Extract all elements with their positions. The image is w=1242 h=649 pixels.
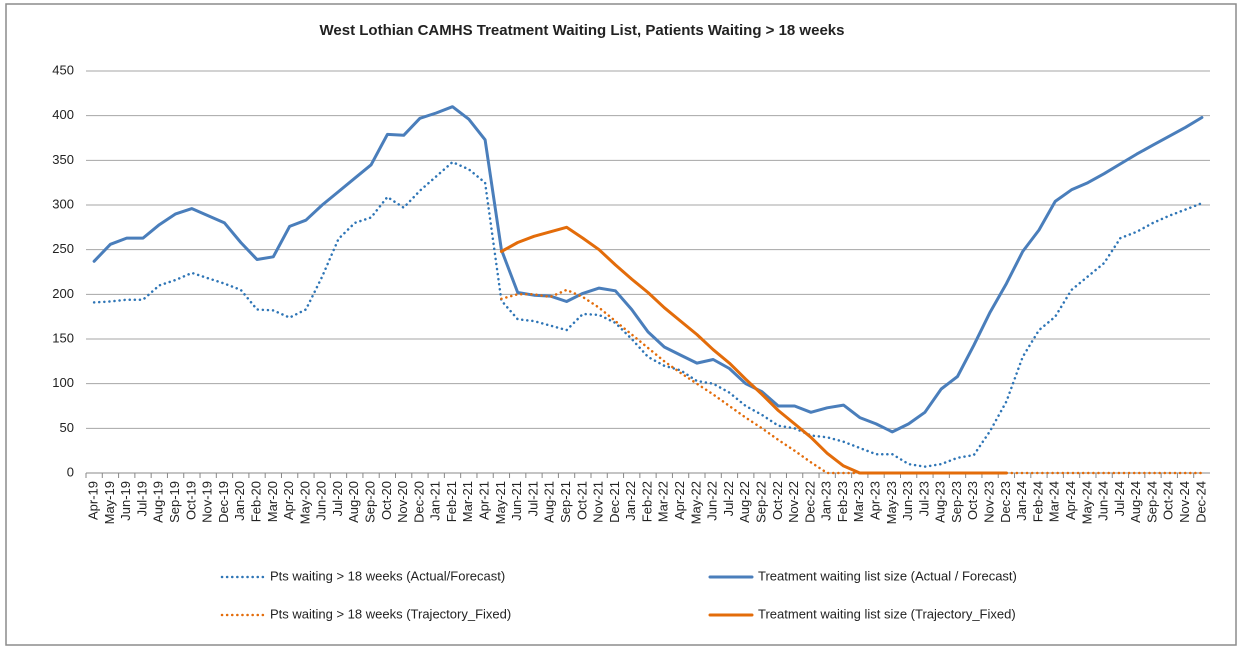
x-tick-label: Jul-24 — [1112, 481, 1127, 516]
x-tick-label: Nov-20 — [395, 481, 410, 523]
x-tick-label: Mar-23 — [851, 481, 866, 522]
x-tick-label: Feb-20 — [248, 481, 263, 522]
x-tick-label: Aug-23 — [933, 481, 948, 523]
legend-label: Pts waiting > 18 weeks (Actual/Forecast) — [270, 568, 505, 583]
x-tick-label: Oct-21 — [574, 481, 589, 520]
x-tick-label: Jan-24 — [1014, 481, 1029, 521]
x-tick-label: Dec-20 — [411, 481, 426, 523]
legend-label: Treatment waiting list size (Trajectory_… — [758, 606, 1016, 621]
x-tick-label: Oct-23 — [965, 481, 980, 520]
x-tick-label: Sep-19 — [167, 481, 182, 523]
x-tick-label: Jul-19 — [134, 481, 149, 516]
x-tick-label: Sep-22 — [753, 481, 768, 523]
x-tick-label: Aug-24 — [1128, 481, 1143, 523]
y-tick-label: 50 — [60, 420, 74, 435]
x-tick-label: May-21 — [493, 481, 508, 524]
x-tick-label: Feb-24 — [1030, 481, 1045, 522]
x-tick-label: Nov-22 — [786, 481, 801, 523]
x-tick-label: Aug-21 — [542, 481, 557, 523]
legend-label: Treatment waiting list size (Actual / Fo… — [758, 568, 1017, 583]
x-tick-label: Apr-24 — [1063, 481, 1078, 520]
x-tick-label: Sep-23 — [949, 481, 964, 523]
x-tick-label: Jun-19 — [118, 481, 133, 521]
x-tick-label: Mar-24 — [1047, 481, 1062, 522]
y-tick-label: 400 — [52, 107, 74, 122]
x-tick-label: Jun-24 — [1096, 481, 1111, 521]
x-tick-label: Apr-19 — [86, 481, 101, 520]
x-tick-label: May-23 — [884, 481, 899, 524]
x-tick-label: Nov-23 — [982, 481, 997, 523]
y-tick-label: 100 — [52, 375, 74, 390]
x-tick-label: Nov-21 — [591, 481, 606, 523]
legend-label: Pts waiting > 18 weeks (Trajectory_Fixed… — [270, 606, 511, 621]
x-tick-label: Jun-23 — [900, 481, 915, 521]
x-tick-label: Sep-24 — [1144, 481, 1159, 523]
x-tick-label: Mar-22 — [656, 481, 671, 522]
x-tick-label: Nov-19 — [200, 481, 215, 523]
x-tick-label: Jul-20 — [330, 481, 345, 516]
x-tick-label: Oct-22 — [770, 481, 785, 520]
x-tick-label: Feb-21 — [444, 481, 459, 522]
x-tick-label: Oct-20 — [379, 481, 394, 520]
x-tick-label: Jan-23 — [819, 481, 834, 521]
x-tick-label: Jun-22 — [705, 481, 720, 521]
x-tick-label: Oct-19 — [183, 481, 198, 520]
x-tick-label: Oct-24 — [1161, 481, 1176, 520]
x-tick-label: May-19 — [102, 481, 117, 524]
x-tick-label: Dec-21 — [607, 481, 622, 523]
x-tick-label: Jan-22 — [623, 481, 638, 521]
x-tick-label: Aug-20 — [346, 481, 361, 523]
x-tick-label: May-22 — [688, 481, 703, 524]
y-tick-label: 0 — [67, 464, 74, 479]
x-tick-label: Feb-22 — [639, 481, 654, 522]
x-tick-label: Jan-20 — [232, 481, 247, 521]
x-tick-label: Aug-19 — [151, 481, 166, 523]
x-tick-label: Apr-23 — [867, 481, 882, 520]
y-tick-label: 150 — [52, 330, 74, 345]
x-tick-label: Apr-20 — [281, 481, 296, 520]
x-tick-label: Feb-23 — [835, 481, 850, 522]
x-tick-label: Sep-20 — [363, 481, 378, 523]
x-tick-label: Nov-24 — [1177, 481, 1192, 523]
chart-title: West Lothian CAMHS Treatment Waiting Lis… — [320, 22, 845, 39]
x-tick-label: Mar-21 — [460, 481, 475, 522]
y-tick-label: 250 — [52, 241, 74, 256]
x-tick-label: Dec-24 — [1193, 481, 1208, 523]
x-tick-label: Apr-22 — [672, 481, 687, 520]
y-tick-label: 450 — [52, 62, 74, 77]
x-tick-label: May-24 — [1079, 481, 1094, 524]
y-tick-label: 200 — [52, 286, 74, 301]
x-tick-label: Jul-23 — [916, 481, 931, 516]
x-tick-label: Jul-21 — [525, 481, 540, 516]
series-line — [92, 160, 1204, 468]
series-line — [92, 105, 1204, 434]
x-tick-label: Dec-23 — [998, 481, 1013, 523]
x-tick-label: Dec-19 — [216, 481, 231, 523]
x-tick-label: Jul-22 — [721, 481, 736, 516]
x-tick-label: Jan-21 — [428, 481, 443, 521]
y-tick-label: 300 — [52, 196, 74, 211]
x-tick-label: Dec-22 — [802, 481, 817, 523]
x-tick-label: Apr-21 — [477, 481, 492, 520]
x-tick-label: Aug-22 — [737, 481, 752, 523]
x-tick-label: Jun-21 — [509, 481, 524, 521]
x-tick-label: Jun-20 — [314, 481, 329, 521]
x-tick-label: Sep-21 — [558, 481, 573, 523]
series-line — [499, 225, 1008, 475]
x-tick-label: Mar-20 — [265, 481, 280, 522]
y-tick-label: 350 — [52, 152, 74, 167]
x-tick-label: May-20 — [297, 481, 312, 524]
